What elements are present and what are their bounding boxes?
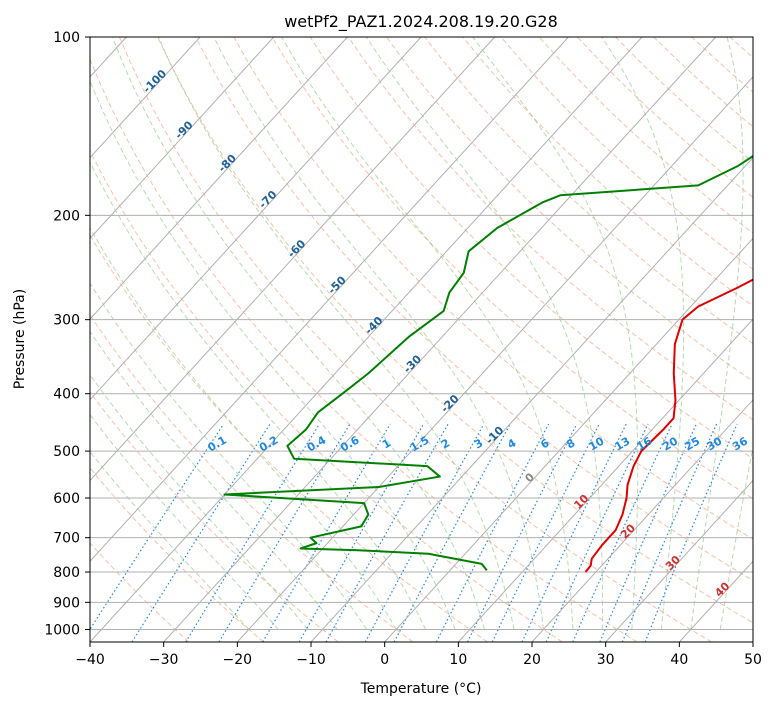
mixing-ratio-line: [466, 423, 578, 642]
chart-title: wetPf2_PAZ1.2024.208.19.20.G28: [284, 12, 558, 32]
dry-adiabat-line: [195, 37, 753, 582]
moist-adiabat-line: [213, 37, 544, 630]
y-tick-label: 800: [53, 565, 80, 581]
moist-adiabats: [90, 37, 753, 630]
x-tick-label: 20: [523, 652, 541, 668]
isotherm-line: [457, 318, 753, 642]
mixing-ratio-line: [521, 423, 627, 642]
y-tick-label: 300: [53, 313, 80, 329]
moist-adiabat-line: [157, 37, 515, 630]
dry-adiabat-line: [271, 37, 753, 500]
y-tick-label: 200: [53, 208, 80, 224]
x-tick-label: −40: [75, 652, 105, 668]
isobars: [90, 37, 753, 630]
x-tick-label: 30: [597, 652, 615, 668]
dry-adiabat-line: [424, 37, 753, 344]
isotherm-line: [90, 37, 496, 482]
y-tick-label: 900: [53, 595, 80, 611]
isotherm-line: [90, 37, 569, 563]
x-axis-ticks: −40 −30 −20 −10 0 10 20 30 40 50: [75, 642, 762, 668]
dewpoint-line: [223, 154, 753, 572]
x-tick-label: −30: [149, 652, 179, 668]
sounding-series: [223, 154, 753, 573]
x-axis-label: Temperature (°C): [360, 681, 482, 697]
dry-adiabat-line: [157, 37, 753, 624]
isotherm-line: [384, 237, 753, 642]
moist-adiabat-line: [281, 37, 574, 630]
mixing-ratio-line: [218, 423, 351, 642]
mixing-ratio-line: [572, 423, 673, 642]
mixing-ratio-line: [393, 423, 511, 642]
plot-area: 0.1 0.2 0.4 0.6 1 1.5 2 3 4 6 8 10 13 16 20 25 30 36-100-…: [90, 37, 753, 642]
dry-adiabat-line: [90, 149, 563, 642]
mixing-ratio-line: [644, 423, 738, 642]
isotherm-line: [605, 479, 753, 642]
mixing-ratio-line: [325, 423, 449, 642]
y-axis-ticks: 100 200 300 400 500 600 700 800 900 1000: [44, 30, 90, 638]
y-tick-label: 700: [53, 531, 80, 547]
mixing-ratio-line: [262, 423, 391, 642]
isotherm-line: [90, 37, 201, 159]
isotherm-line: [90, 37, 422, 401]
y-tick-label: 500: [53, 444, 80, 460]
moist-adiabat-line: [111, 37, 486, 630]
mixing-ratio-lines: [90, 423, 738, 642]
y-tick-label: 1000: [44, 622, 80, 638]
mixing-ratio-line: [491, 423, 600, 642]
moist-adiabat-line: [90, 413, 279, 630]
moist-adiabat-line: [719, 444, 753, 630]
x-tick-label: 0: [380, 652, 389, 668]
mixing-ratio-line: [131, 423, 271, 642]
y-tick-label: 400: [53, 387, 80, 403]
y-tick-label: 600: [53, 491, 80, 507]
isotherm-line: [163, 37, 717, 642]
moist-adiabat-line: [90, 282, 368, 630]
moist-adiabat-line: [90, 161, 427, 630]
isotherm-line: [90, 37, 643, 642]
isotherm-line: [531, 399, 753, 642]
x-tick-label: 10: [449, 652, 467, 668]
moist-adiabat-line: [365, 37, 603, 630]
moist-adiabat-line: [90, 79, 456, 630]
mixing-ratio-line: [185, 423, 320, 642]
x-tick-label: 50: [744, 652, 762, 668]
x-tick-label: −10: [296, 652, 326, 668]
mixing-ratio-line: [435, 423, 550, 642]
mixing-ratio-line: [621, 423, 718, 642]
isotherm-line: [236, 76, 753, 642]
dry-adiabat-line: [309, 37, 753, 460]
dry-adiabat-line: [386, 37, 753, 382]
isotherm-line: [90, 37, 275, 240]
dry-adiabat-line: [118, 37, 712, 642]
y-axis-label: Pressure (hPa): [12, 289, 28, 389]
isotherm-line: [310, 156, 753, 642]
moist-adiabat-line: [90, 450, 250, 630]
mixing-ratio-line: [298, 423, 425, 642]
moist-adiabat-line: [601, 37, 685, 630]
moist-adiabat-line: [690, 37, 744, 630]
moist-adiabat-line: [90, 226, 397, 630]
x-tick-label: −20: [223, 652, 253, 668]
moist-adiabat-line: [90, 330, 338, 630]
isotherm-line: [90, 37, 348, 320]
y-tick-label: 100: [53, 30, 80, 46]
x-tick-label: 40: [670, 652, 688, 668]
mixing-ratio-line: [364, 423, 485, 642]
mixing-ratio-line: [545, 423, 649, 642]
isotherms: [90, 37, 753, 642]
plot-frame: [89, 36, 754, 643]
moist-adiabat-line: [472, 37, 639, 630]
temperature-line: [584, 278, 753, 573]
